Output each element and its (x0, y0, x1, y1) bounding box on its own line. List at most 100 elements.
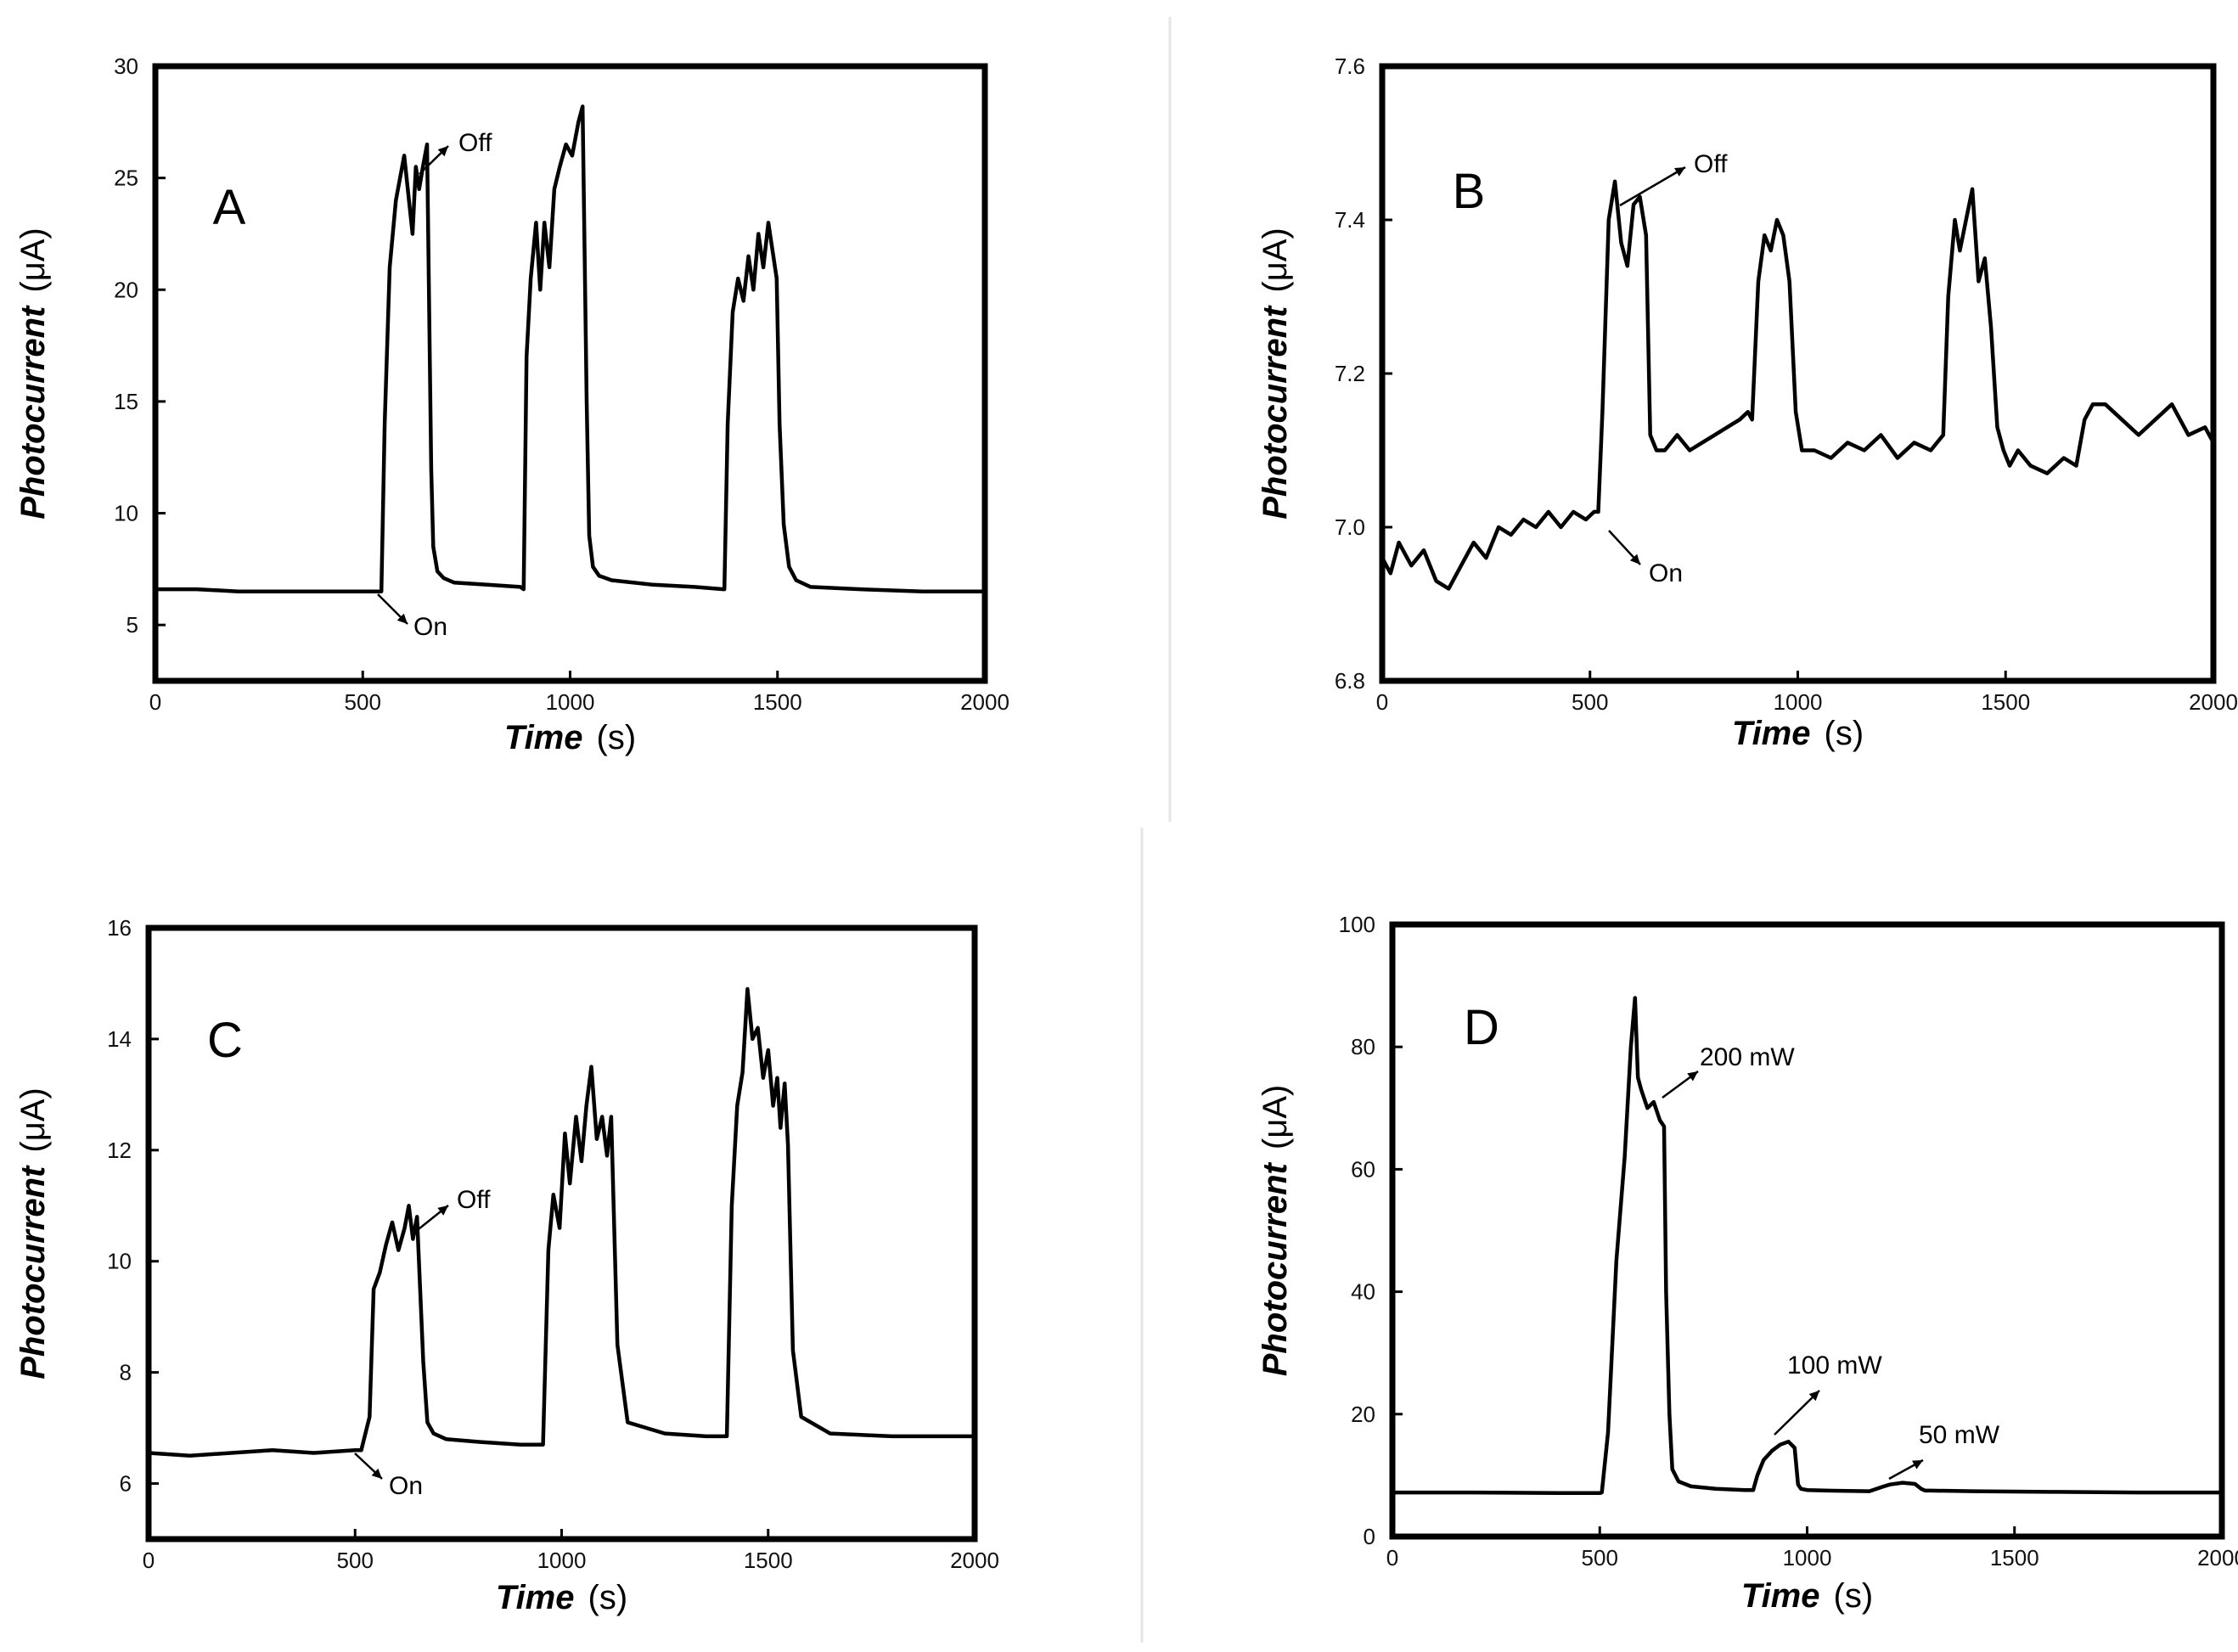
y-axis-title-unit: (μA) (1257, 228, 1294, 292)
y-axis-title-main: Photocurrent (1257, 305, 1294, 520)
x-axis-title: Time (s) (504, 719, 636, 756)
annotation-label: Off (457, 1186, 491, 1214)
annotation-label: Off (1694, 150, 1728, 178)
x-tick-label: 500 (345, 689, 381, 715)
y-tick-label: 7.2 (1335, 361, 1365, 386)
x-axis-title-main: Time (504, 719, 583, 756)
y-axis-title: Photocurrent (μA) (14, 228, 52, 520)
y-tick-label: 100 (1339, 912, 1375, 937)
annotation-arrow-line (1774, 1390, 1820, 1436)
annotation-label: On (413, 613, 447, 641)
y-tick-label: 12 (107, 1138, 132, 1163)
y-tick-label: 30 (114, 53, 138, 79)
y-tick-label: 7.4 (1335, 207, 1365, 233)
y-tick-label: 5 (127, 612, 138, 638)
y-tick-label: 7.0 (1335, 514, 1365, 540)
series-line-photocurrent (148, 986, 975, 1458)
x-tick-label: 1500 (1981, 689, 2030, 715)
y-tick-label: 8 (120, 1360, 132, 1385)
y-axis-title-unit: (μA) (14, 228, 52, 292)
panel-letter: A (213, 180, 246, 235)
x-tick-label: 500 (1582, 1545, 1618, 1571)
y-tick-label: 20 (114, 277, 138, 302)
x-tick-label: 0 (1386, 1545, 1398, 1571)
y-tick-label: 6.8 (1335, 668, 1365, 694)
x-axis-title: Time (s) (1732, 715, 1864, 752)
y-axis-title-main: Photocurrent (1257, 1161, 1294, 1376)
plot-frame (145, 924, 978, 1542)
y-tick-label: 16 (107, 915, 132, 941)
annotation-arrow-head (1912, 1460, 1923, 1469)
annotation-label: 50 mW (1919, 1421, 2000, 1449)
x-axis-title-unit: (s) (1834, 1577, 1874, 1615)
annotation-arrow-head (437, 146, 448, 157)
series-line-photocurrent (155, 104, 985, 593)
y-tick-label: 40 (1351, 1279, 1375, 1305)
panel-d: 0 500 1000 1500 2000 0 20 40 60 80 100 D Time (s) Phot… (1257, 912, 2238, 1615)
y-axis-title: Photocurrent (μA) (1257, 1085, 1294, 1377)
x-tick-label: 1500 (744, 1548, 793, 1573)
y-axis-title-main: Photocurrent (14, 1165, 52, 1379)
x-tick-label: 0 (143, 1548, 155, 1573)
x-axis-title-main: Time (496, 1579, 575, 1616)
panel-letter: D (1464, 1000, 1499, 1055)
plot-frame (1379, 63, 2217, 684)
x-tick-label: 1000 (546, 689, 595, 715)
annotation-arrow-head (371, 1468, 382, 1479)
y-tick-label: 25 (114, 166, 138, 191)
y-axis-title: Photocurrent (μA) (1257, 228, 1294, 520)
x-tick-label: 1500 (1990, 1545, 2039, 1571)
x-axis-title: Time (s) (1741, 1577, 1873, 1615)
panel-a: 0 500 1000 1500 2000 5 10 15 20 25 30 A Time (s) Photo… (14, 53, 1009, 756)
x-axis-title-unit: (s) (588, 1579, 628, 1616)
x-tick-label: 500 (1572, 689, 1608, 715)
annotation-arrow-head (437, 1205, 448, 1216)
x-tick-label: 2000 (950, 1548, 999, 1573)
y-axis-title: Photocurrent (μA) (14, 1087, 52, 1379)
annotation-label: On (389, 1472, 423, 1500)
panel-c: 0 500 1000 1500 2000 6 8 10 12 14 16 C Time (s) Photoc… (14, 915, 999, 1616)
x-tick-label: 2000 (2197, 1545, 2238, 1571)
x-axis-title: Time (s) (496, 1579, 627, 1616)
x-tick-label: 1000 (537, 1548, 587, 1573)
x-axis-title-unit: (s) (597, 719, 637, 756)
y-tick-label: 80 (1351, 1034, 1375, 1059)
annotation-label: 100 mW (1787, 1351, 1882, 1379)
annotation-arrow-line (1619, 166, 1686, 207)
panel-b: 0 500 1000 1500 2000 6.8 7.0 7.2 7.4 7.6 B Time (s) P… (1257, 53, 2238, 752)
x-tick-label: 2000 (2189, 689, 2238, 715)
panel-letter: C (207, 1013, 243, 1068)
y-axis-title-unit: (μA) (1257, 1085, 1294, 1149)
annotation-label: 200 mW (1700, 1043, 1795, 1071)
annotation-arrow-head (1674, 167, 1685, 177)
x-tick-label: 1000 (1774, 689, 1823, 715)
annotation-label: Off (458, 129, 492, 157)
y-axis-title-main: Photocurrent (14, 305, 52, 520)
y-tick-label: 10 (107, 1249, 132, 1274)
x-tick-label: 0 (1376, 689, 1388, 715)
annotation-label: On (1649, 559, 1683, 587)
annotation-arrow-head (1687, 1071, 1698, 1082)
y-tick-label: 14 (107, 1026, 132, 1052)
plot-frame (1389, 921, 2225, 1540)
x-axis-title-main: Time (1741, 1577, 1820, 1615)
y-axis-title-unit: (μA) (14, 1087, 52, 1152)
y-tick-label: 7.6 (1335, 53, 1365, 79)
series-line-photocurrent (1392, 996, 2222, 1496)
y-tick-label: 60 (1351, 1156, 1375, 1182)
x-axis-title-main: Time (1732, 715, 1811, 752)
y-tick-label: 6 (120, 1471, 132, 1497)
y-tick-label: 15 (114, 389, 138, 414)
x-tick-label: 1500 (753, 689, 802, 715)
x-tick-label: 2000 (960, 689, 1009, 715)
x-tick-label: 0 (149, 689, 161, 715)
x-tick-label: 500 (337, 1548, 374, 1573)
annotation-arrow-head (1629, 553, 1640, 565)
panel-letter: B (1453, 164, 1486, 219)
y-tick-label: 20 (1351, 1402, 1375, 1427)
y-tick-label: 0 (1364, 1524, 1375, 1549)
annotation-arrow-head (1808, 1391, 1819, 1402)
annotation-arrow-head (396, 613, 408, 624)
x-tick-label: 1000 (1783, 1545, 1832, 1571)
